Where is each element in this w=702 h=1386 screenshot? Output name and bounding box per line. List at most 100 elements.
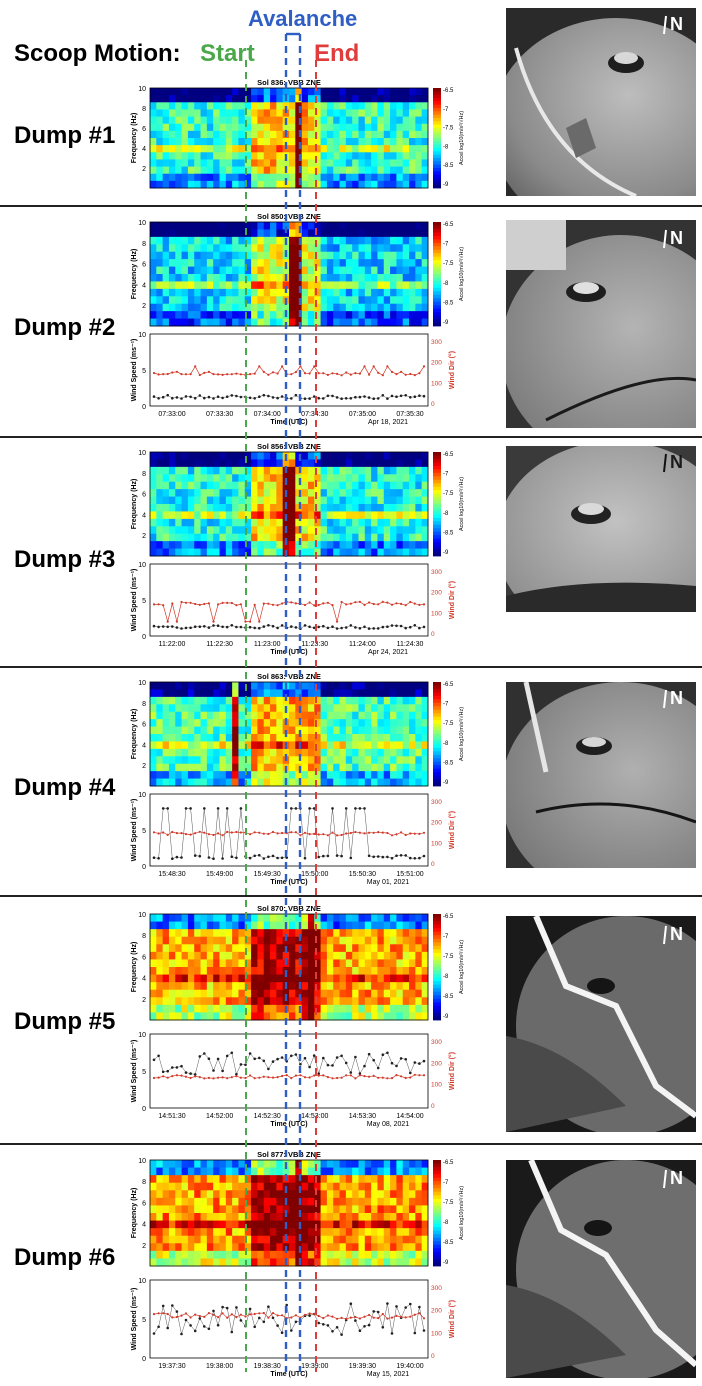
wind-speed-point (331, 1064, 334, 1067)
spectrogram-cell (415, 296, 423, 305)
spectrogram-cell (295, 1190, 303, 1199)
spectrogram-cell (251, 274, 258, 282)
spectrogram-cell (390, 303, 397, 312)
time-axis-label: Time (UTC) (270, 1121, 307, 1128)
spectrogram-cell (364, 1205, 372, 1214)
spectrogram-cell (421, 1213, 429, 1221)
spectrogram-cell (219, 533, 227, 542)
spectrogram-cell (244, 982, 252, 991)
spectrogram-cell (307, 541, 315, 549)
spectrogram-cell (396, 1258, 404, 1267)
spectrogram-cell (358, 1228, 366, 1237)
spectrogram-cell (383, 771, 391, 779)
spectrogram-cell (270, 548, 277, 557)
date-label: Apr 24, 2021 (368, 649, 408, 656)
spectrogram-cell (175, 303, 182, 312)
spectrogram-cell (371, 741, 378, 750)
spectrogram-cell (333, 982, 340, 991)
spectrogram-cell (270, 318, 277, 327)
frequency-tick: 4 (142, 282, 146, 289)
spectrogram-cell (390, 771, 397, 779)
spectrogram-cell (232, 489, 239, 497)
spectrogram-cell (377, 102, 385, 110)
spectrogram-cell (390, 711, 397, 720)
spectrogram-cell (156, 1190, 164, 1199)
frequency-tick: 2 (142, 1243, 146, 1250)
spectrogram-cell (194, 459, 201, 468)
spectrogram-cell (232, 145, 239, 153)
spectrogram-cell (314, 303, 321, 312)
colorbar-segment (433, 225, 441, 230)
wind-speed-point (267, 624, 270, 627)
spectrogram-cell (187, 288, 195, 297)
spectrogram-cell (409, 1182, 416, 1191)
spectrogram-cell (238, 489, 246, 497)
spectrogram-cell (244, 914, 252, 922)
wind-speed-point (317, 1072, 321, 1075)
spectrogram-cell (282, 734, 290, 742)
spectrogram-cell (326, 1258, 334, 1267)
spectrogram-cell (390, 281, 397, 290)
spectrogram-cell (326, 997, 334, 1006)
wind-speed-point (157, 397, 160, 400)
spectrogram-cell (289, 123, 296, 132)
spectrogram-cell (206, 166, 214, 175)
spectrogram-cell (270, 704, 277, 713)
spectrogram-cell (390, 159, 397, 167)
spectrogram-cell (415, 166, 423, 175)
spectrogram-cell (295, 1258, 303, 1267)
spectrogram-cell (282, 159, 290, 167)
spectrogram-cell (320, 1012, 328, 1021)
spectrogram-cell (181, 138, 189, 146)
spectrogram-cell (219, 496, 227, 505)
spectrogram-cell (238, 474, 246, 483)
spectrogram-cell (200, 109, 208, 117)
spectrogram-cell (244, 496, 252, 505)
spectrogram-cell (156, 296, 164, 305)
wind-dir-point (262, 370, 265, 373)
wind-dir-point (294, 831, 297, 834)
spectrogram-cell (421, 756, 429, 765)
spectrogram-cell (219, 771, 227, 779)
spectrogram-cell (295, 741, 303, 750)
colorbar-segment (433, 1230, 441, 1235)
spectrogram-cell (181, 944, 189, 953)
spectrogram-cell (326, 771, 334, 779)
spectrogram-cell (206, 173, 214, 182)
spectrogram-cell (225, 989, 233, 998)
spectrogram-cell (232, 778, 239, 787)
spectrogram-cell (181, 1175, 189, 1184)
spectrogram-cell (339, 548, 347, 557)
spectrogram-cell (415, 548, 423, 557)
spectrogram-cell (238, 1182, 246, 1191)
spectrogram-cell (320, 274, 328, 282)
spectrogram-cell (150, 526, 157, 535)
spectrogram-cell (213, 318, 220, 327)
spectrogram-cell (421, 541, 429, 549)
spectrogram-cell (301, 541, 309, 549)
spectrogram-cell (301, 166, 309, 175)
spectrogram-cell (150, 466, 157, 475)
wind-speed-point (349, 397, 353, 400)
spectrogram-cell (168, 1220, 176, 1229)
wind-speed-point (367, 627, 371, 630)
spectrogram-cell (390, 318, 397, 327)
spectrogram-cell (320, 259, 328, 267)
spectrogram-cell (187, 88, 195, 96)
spectrogram-cell (263, 138, 271, 146)
spectrogram-cell (402, 974, 410, 983)
spectrogram-cell (150, 251, 157, 260)
spectrogram-cell (295, 1167, 303, 1176)
wind-speed-tick: 10 (138, 792, 146, 799)
spectrogram-cell (175, 548, 182, 557)
spectrogram-cell (364, 526, 372, 535)
spectrogram-cell (352, 303, 359, 312)
spectrogram-cell (206, 236, 214, 245)
spectrogram-cell (181, 173, 189, 182)
spectrogram-cell (333, 452, 340, 460)
spectrogram-cell (206, 771, 214, 779)
spectrogram-cell (396, 756, 404, 765)
spectrogram-cell (326, 303, 334, 312)
wind-dir-point (276, 604, 279, 607)
spectrogram-cell (390, 997, 397, 1006)
